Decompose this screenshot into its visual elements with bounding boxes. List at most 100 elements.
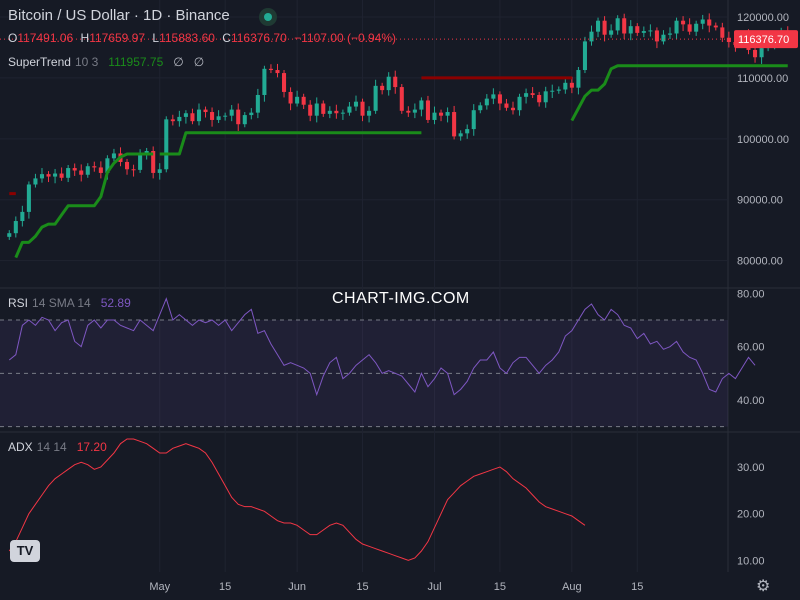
open-key: O xyxy=(8,31,18,45)
candle-body xyxy=(308,104,313,116)
candle-body xyxy=(582,41,587,71)
candle-body xyxy=(13,221,18,234)
candle-body xyxy=(111,153,116,159)
candle-body xyxy=(380,85,385,91)
candle-body xyxy=(72,168,77,171)
candle-body xyxy=(183,113,188,117)
adx-tick-label: 20.00 xyxy=(737,509,765,521)
price-tick-label: 90000.00 xyxy=(737,195,783,207)
candle-body xyxy=(170,119,175,122)
candle-body xyxy=(596,20,601,32)
candle-body xyxy=(92,166,97,168)
market-status-icon[interactable] xyxy=(259,8,277,26)
candle-body xyxy=(622,18,627,34)
ohlc-legend: O117491.06 H117659.97 L115883.60 C116376… xyxy=(8,31,400,45)
hidden-line-icon[interactable]: ∅ xyxy=(173,55,184,69)
candle-body xyxy=(236,109,241,125)
rsi-legend[interactable]: RSI 14 SMA 14 52.89 xyxy=(8,296,131,310)
candle-body xyxy=(452,112,457,137)
candle-body xyxy=(53,173,58,177)
candle-body xyxy=(667,33,673,35)
candle-body xyxy=(360,101,365,116)
candle-body xyxy=(661,34,666,42)
candle-body xyxy=(759,48,764,58)
candle-body xyxy=(654,30,659,42)
symbol-title[interactable]: Bitcoin / US Dollar · 1D · Binance xyxy=(8,7,230,24)
candle-body xyxy=(39,174,45,179)
adx-params: 14 14 xyxy=(36,440,67,454)
tradingview-logo-icon[interactable]: TV xyxy=(10,540,40,562)
candle-body xyxy=(471,110,476,130)
candle-body xyxy=(694,23,699,32)
supertrend-legend[interactable]: SuperTrend 10 3 111957.75 ∅ ∅ xyxy=(8,55,204,69)
candle-body xyxy=(124,161,130,170)
supertrend-line xyxy=(14,152,154,259)
low-key: L xyxy=(152,31,160,45)
candle-body xyxy=(478,105,483,111)
candle-body xyxy=(314,103,319,116)
candle-body xyxy=(687,24,692,32)
candle-body xyxy=(510,107,516,111)
price-tick-label: 120000.00 xyxy=(737,12,789,24)
price-tick-label: 100000.00 xyxy=(737,134,789,146)
candle-body xyxy=(255,94,260,113)
candle-body xyxy=(229,109,234,116)
adx-tick-label: 10.00 xyxy=(737,555,765,567)
candle-body xyxy=(439,112,444,116)
adx-legend[interactable]: ADX 14 14 17.20 xyxy=(8,440,107,454)
candle-body xyxy=(504,103,509,108)
candle-body xyxy=(26,184,31,212)
time-tick-label: May xyxy=(149,581,170,593)
candle-body xyxy=(432,112,437,120)
rsi-tick-label: 80.00 xyxy=(737,288,765,300)
gear-icon[interactable]: ⚙ xyxy=(756,578,771,595)
candle-body xyxy=(98,167,103,173)
adx-tick-label: 30.00 xyxy=(737,462,765,474)
candle-body xyxy=(753,49,758,58)
candle-body xyxy=(216,116,221,120)
open-value: 117491.06 xyxy=(17,31,74,45)
candle-body xyxy=(353,101,359,107)
candle-body xyxy=(445,112,450,116)
candle-body xyxy=(268,68,273,71)
candle-body xyxy=(602,20,607,35)
time-tick-label: Jun xyxy=(288,581,306,593)
watermark: CHART-IMG.COM xyxy=(332,290,470,307)
candle-body xyxy=(249,112,254,116)
candle-body xyxy=(7,233,12,237)
candle-body xyxy=(131,169,136,171)
candle-body xyxy=(190,113,195,122)
candle-body xyxy=(681,20,686,25)
candle-body xyxy=(497,94,502,104)
candle-body xyxy=(177,116,182,122)
candle-body xyxy=(700,19,705,24)
candle-body xyxy=(79,170,84,175)
candle-body xyxy=(458,133,463,137)
candle-body xyxy=(484,98,489,106)
candle-body xyxy=(138,155,143,170)
candle-body xyxy=(674,20,679,34)
candle-body xyxy=(419,100,424,110)
candle-body xyxy=(164,119,169,170)
candle-body xyxy=(406,110,411,113)
time-tick-label: Aug xyxy=(562,581,582,593)
candle-body xyxy=(707,19,712,26)
candle-body xyxy=(609,30,614,35)
rsi-line xyxy=(8,297,756,397)
candle-body xyxy=(20,211,25,222)
candle-body xyxy=(550,90,555,92)
candle-body xyxy=(105,158,110,173)
candle-body xyxy=(282,73,287,92)
candle-body xyxy=(340,112,345,114)
candle-body xyxy=(151,151,156,173)
time-tick-label: 15 xyxy=(356,581,368,593)
hidden-line-icon-2[interactable]: ∅ xyxy=(193,55,205,69)
candle-body xyxy=(543,91,548,103)
candle-body xyxy=(425,100,430,120)
candle-body xyxy=(288,91,293,104)
rsi-params: 14 SMA 14 xyxy=(32,296,91,310)
candle-body xyxy=(347,106,352,113)
rsi-value: 52.89 xyxy=(100,296,131,310)
supertrend-line xyxy=(159,131,422,156)
